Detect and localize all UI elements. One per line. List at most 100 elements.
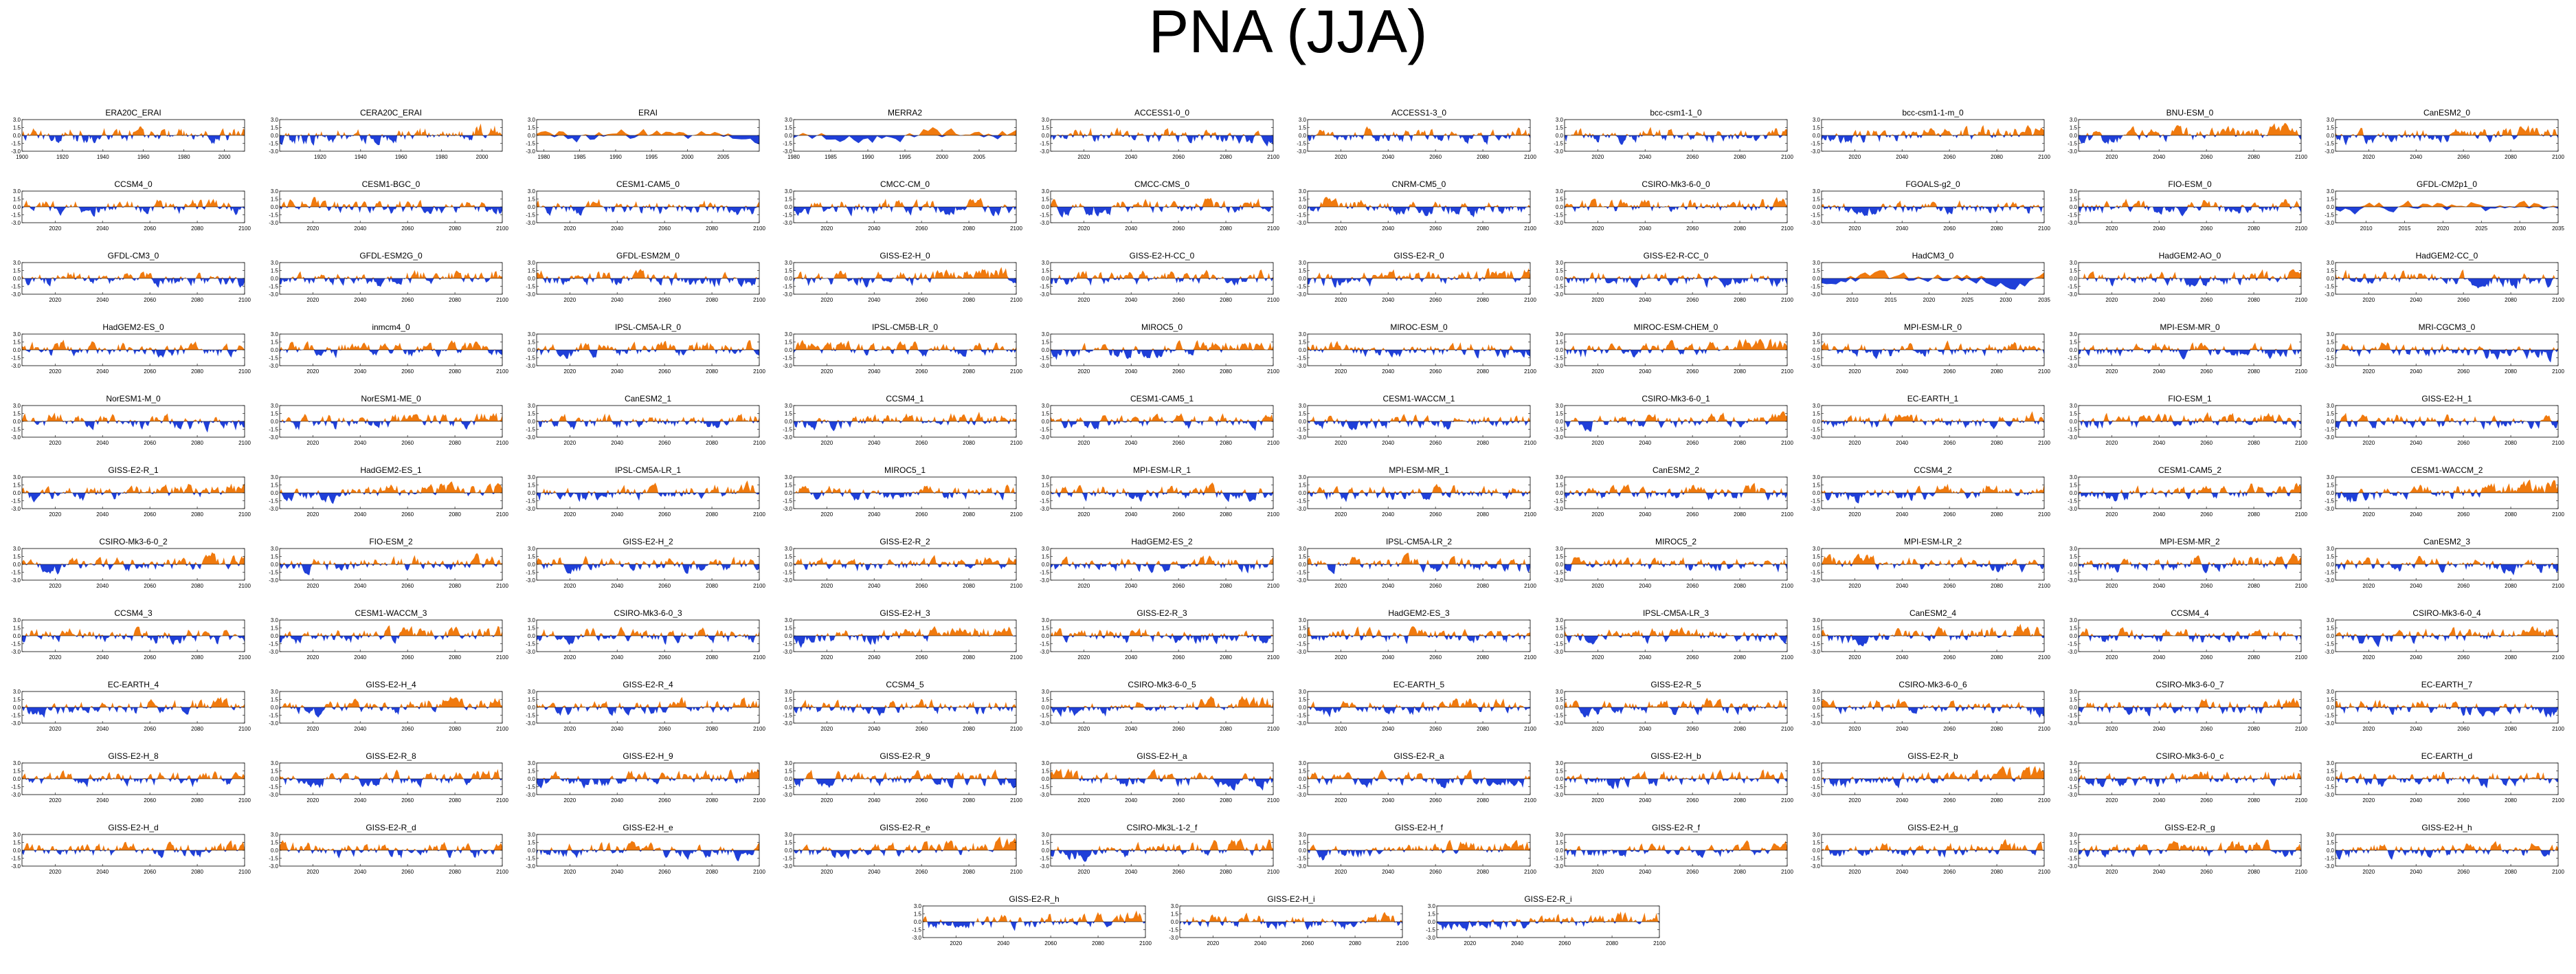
positive-area bbox=[1051, 127, 1273, 135]
positive-area bbox=[1308, 341, 1530, 350]
positive-area bbox=[794, 555, 1016, 564]
y-tick-label: 3.0 bbox=[2327, 474, 2335, 480]
positive-area bbox=[1565, 126, 1787, 135]
panel-title: GISS-E2-H_d bbox=[108, 823, 158, 832]
x-tick-label: 2020 bbox=[1848, 225, 1861, 232]
positive-area bbox=[22, 340, 245, 350]
x-tick-label: 2040 bbox=[868, 511, 880, 518]
y-tick-label: 3.0 bbox=[1171, 903, 1179, 909]
x-tick-label: 2060 bbox=[2200, 654, 2213, 661]
y-tick-label: -1.5 bbox=[269, 641, 278, 648]
panel-title: MPI-ESM-MR_1 bbox=[1389, 465, 1449, 475]
y-tick-label: 1.5 bbox=[1299, 768, 1307, 775]
x-tick-label: 2100 bbox=[2552, 368, 2564, 375]
y-tick-label: 3.0 bbox=[785, 689, 793, 695]
x-tick-label: 1995 bbox=[645, 154, 658, 160]
negative-area bbox=[280, 421, 502, 431]
panel-title: MPI-ESM-LR_1 bbox=[1133, 465, 1191, 475]
y-tick-label: 3.0 bbox=[1556, 117, 1564, 123]
y-tick-label: -1.5 bbox=[1554, 856, 1563, 862]
y-tick-label: 1.5 bbox=[1171, 911, 1179, 918]
y-tick-label: -1.5 bbox=[2068, 427, 2077, 433]
y-tick-label: -1.5 bbox=[2068, 212, 2077, 219]
y-tick-label: -3.0 bbox=[1040, 363, 1049, 369]
x-tick-label: 2080 bbox=[191, 511, 203, 518]
y-tick-label: -1.5 bbox=[11, 713, 21, 719]
negative-area bbox=[537, 421, 759, 430]
x-tick-label: 2040 bbox=[1125, 225, 1137, 232]
x-tick-label: 2100 bbox=[1524, 654, 1536, 661]
x-tick-label: 2060 bbox=[1172, 511, 1185, 518]
panel-title: GISS-E2-R_i bbox=[1524, 894, 1571, 904]
x-tick-label: 2020 bbox=[1464, 940, 1476, 947]
x-tick-label: 1995 bbox=[899, 154, 911, 160]
y-tick-label: -1.5 bbox=[11, 570, 21, 576]
positive-area bbox=[2336, 125, 2558, 135]
positive-area bbox=[1822, 839, 2044, 850]
x-tick-label: 2060 bbox=[1943, 225, 1956, 232]
y-tick-label: 3.0 bbox=[1556, 188, 1564, 195]
y-tick-label: 3.0 bbox=[2327, 331, 2335, 337]
y-tick-label: -3.0 bbox=[2325, 220, 2334, 226]
x-tick-label: 2020 bbox=[1077, 440, 1090, 446]
panel-title: GISS-E2-H_0 bbox=[880, 251, 930, 261]
x-tick-label: 2080 bbox=[449, 654, 461, 661]
x-tick-label: 2060 bbox=[401, 368, 414, 375]
panel-title: GISS-E2-R_5 bbox=[1650, 680, 1701, 689]
y-tick-label: -3.0 bbox=[526, 649, 535, 655]
positive-area bbox=[1822, 124, 2044, 135]
positive-area bbox=[794, 484, 1016, 493]
x-tick-label: 2000 bbox=[219, 154, 231, 160]
y-tick-label: -1.5 bbox=[783, 641, 792, 648]
y-tick-label: 1.5 bbox=[1813, 125, 1821, 131]
y-tick-label: -3.0 bbox=[2325, 148, 2334, 155]
negative-area bbox=[2079, 350, 2301, 360]
x-tick-label: 2080 bbox=[1349, 940, 1361, 947]
panel-title: GISS-E2-R_3 bbox=[1136, 608, 1187, 618]
positive-area bbox=[280, 123, 502, 135]
y-tick-label: 1.5 bbox=[1556, 411, 1564, 417]
y-tick-label: 0.0 bbox=[528, 276, 536, 282]
panel-title: HadGEM2-CC_0 bbox=[2416, 251, 2478, 261]
x-tick-label: 2040 bbox=[1382, 154, 1394, 160]
y-tick-label: 3.0 bbox=[1813, 760, 1821, 766]
x-tick-label: 2060 bbox=[915, 726, 928, 732]
x-tick-label: 2080 bbox=[706, 440, 718, 446]
positive-area bbox=[1308, 769, 1530, 779]
x-tick-label: 2080 bbox=[1734, 225, 1746, 232]
x-tick-label: 2040 bbox=[96, 869, 109, 875]
negative-area bbox=[1822, 421, 2044, 430]
y-tick-label: 1.5 bbox=[1299, 411, 1307, 417]
x-tick-label: 2060 bbox=[915, 297, 928, 303]
positive-area bbox=[2336, 626, 2558, 636]
x-tick-label: 2060 bbox=[401, 869, 414, 875]
x-tick-label: 2100 bbox=[1010, 654, 1022, 661]
x-tick-label: 2100 bbox=[2552, 869, 2564, 875]
negative-area bbox=[537, 636, 759, 645]
y-tick-label: 3.0 bbox=[785, 832, 793, 838]
x-tick-label: 2020 bbox=[1077, 511, 1090, 518]
y-tick-label: 1.5 bbox=[13, 840, 21, 846]
x-tick-label: 2100 bbox=[496, 297, 508, 303]
y-tick-label: 0.0 bbox=[1556, 562, 1564, 568]
x-tick-label: 2060 bbox=[1943, 440, 1956, 446]
x-tick-label: 2080 bbox=[1991, 583, 2003, 589]
x-tick-label: 1985 bbox=[574, 154, 586, 160]
x-tick-label: 2080 bbox=[1092, 940, 1104, 947]
x-tick-label: 2100 bbox=[2295, 440, 2307, 446]
y-tick-label: -1.5 bbox=[269, 856, 278, 862]
negative-area bbox=[537, 278, 759, 288]
x-tick-label: 2080 bbox=[706, 511, 718, 518]
y-tick-label: 3.0 bbox=[785, 117, 793, 123]
x-tick-label: 2060 bbox=[2200, 154, 2213, 160]
x-tick-label: 2100 bbox=[2038, 368, 2050, 375]
y-tick-label: 0.0 bbox=[528, 633, 536, 639]
x-tick-label: 2060 bbox=[144, 797, 156, 804]
